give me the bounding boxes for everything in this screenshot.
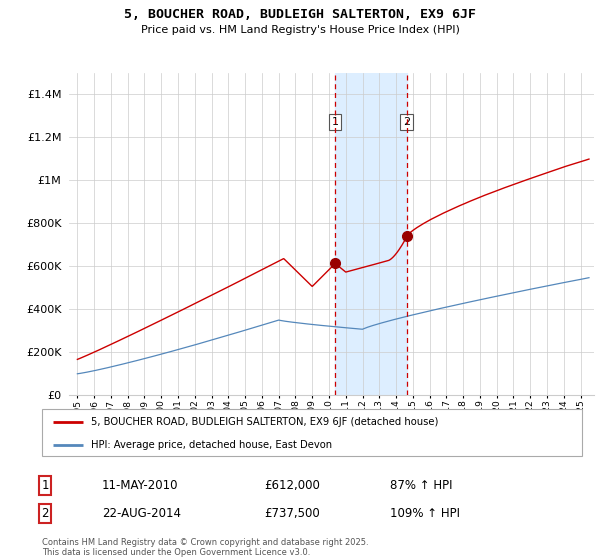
Text: 1: 1 <box>332 117 338 127</box>
Text: 2: 2 <box>403 117 410 127</box>
Text: Price paid vs. HM Land Registry's House Price Index (HPI): Price paid vs. HM Land Registry's House … <box>140 25 460 35</box>
Text: 11-MAY-2010: 11-MAY-2010 <box>102 479 179 492</box>
Text: 1: 1 <box>41 479 49 492</box>
Text: 22-AUG-2014: 22-AUG-2014 <box>102 507 181 520</box>
Text: Contains HM Land Registry data © Crown copyright and database right 2025.
This d: Contains HM Land Registry data © Crown c… <box>42 538 368 557</box>
Text: 87% ↑ HPI: 87% ↑ HPI <box>390 479 452 492</box>
Text: 5, BOUCHER ROAD, BUDLEIGH SALTERTON, EX9 6JF (detached house): 5, BOUCHER ROAD, BUDLEIGH SALTERTON, EX9… <box>91 417 438 427</box>
FancyBboxPatch shape <box>42 409 582 456</box>
Text: HPI: Average price, detached house, East Devon: HPI: Average price, detached house, East… <box>91 440 332 450</box>
Text: 2: 2 <box>41 507 49 520</box>
Bar <box>335 73 407 395</box>
Text: 5, BOUCHER ROAD, BUDLEIGH SALTERTON, EX9 6JF: 5, BOUCHER ROAD, BUDLEIGH SALTERTON, EX9… <box>124 8 476 21</box>
Text: £737,500: £737,500 <box>264 507 320 520</box>
Text: £612,000: £612,000 <box>264 479 320 492</box>
Text: 109% ↑ HPI: 109% ↑ HPI <box>390 507 460 520</box>
